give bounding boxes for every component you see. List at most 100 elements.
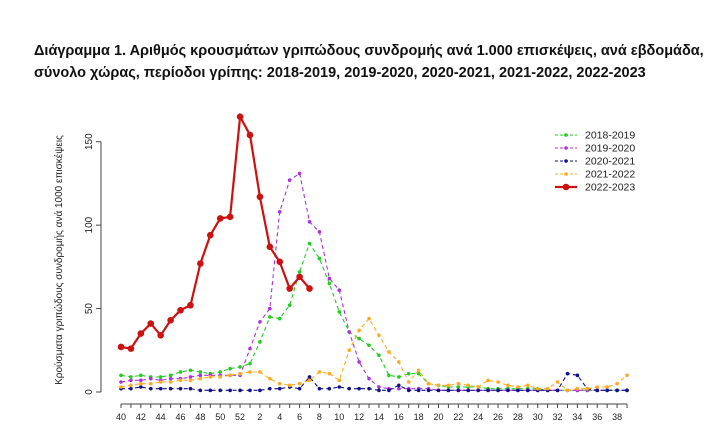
data-point	[296, 273, 303, 281]
data-point	[456, 388, 461, 393]
data-point	[615, 388, 619, 393]
x-tick-label: 46	[176, 412, 186, 422]
data-point	[506, 388, 510, 393]
data-point	[466, 388, 471, 393]
series-line	[120, 172, 627, 391]
chart-title: Διάγραμμα 1. Αριθμός κρουσμάτων γριπώδου…	[34, 43, 704, 59]
data-point	[158, 386, 163, 391]
data-point	[307, 220, 312, 224]
data-point	[406, 388, 411, 393]
data-point	[327, 276, 332, 281]
data-point	[178, 370, 183, 374]
data-point	[119, 380, 123, 384]
data-point	[337, 310, 342, 314]
data-point	[545, 386, 550, 391]
data-point	[216, 215, 224, 222]
data-point	[148, 376, 153, 381]
data-point	[139, 385, 143, 389]
x-tick-label: 2	[257, 412, 262, 422]
data-point	[236, 113, 244, 120]
data-point	[535, 386, 540, 391]
data-point	[188, 368, 193, 373]
data-point	[605, 388, 609, 393]
data-point	[117, 343, 125, 351]
series-line	[121, 372, 627, 391]
legend-item: 2019-2020	[555, 143, 635, 155]
data-point	[307, 375, 312, 379]
x-tick-label: 44	[156, 412, 166, 422]
data-point	[197, 260, 204, 267]
series-2022-2023	[117, 113, 313, 352]
data-point	[268, 306, 272, 311]
data-point	[258, 388, 262, 393]
legend-label: 2022-2023	[585, 182, 635, 194]
data-point	[277, 209, 282, 214]
data-point	[357, 328, 361, 333]
data-point	[397, 386, 401, 391]
data-point	[456, 385, 461, 389]
data-point	[297, 381, 302, 386]
data-point	[595, 385, 600, 389]
data-point	[287, 383, 292, 388]
chart-title-block: Διάγραμμα 1. Αριθμός κρουσμάτων γριπώδου…	[34, 40, 704, 84]
data-point	[228, 388, 232, 393]
chart-series-lines	[117, 113, 629, 393]
data-point	[238, 365, 242, 369]
data-point	[168, 380, 173, 384]
data-point	[516, 388, 520, 393]
data-point	[129, 386, 133, 391]
data-point	[119, 373, 123, 378]
data-point	[188, 378, 193, 383]
legend-item: 2018-2019	[555, 130, 635, 142]
x-tick-label: 16	[394, 412, 404, 422]
data-point	[129, 378, 133, 383]
data-point	[238, 371, 242, 376]
data-point	[367, 376, 371, 381]
series-line	[120, 113, 311, 350]
x-tick-label: 26	[493, 412, 503, 422]
data-point	[446, 388, 451, 393]
legend-swatch-marker	[564, 146, 568, 150]
y-tick-label: 50	[84, 303, 95, 315]
data-point	[206, 231, 214, 239]
x-tick-label: 8	[317, 412, 322, 422]
data-point	[198, 376, 203, 381]
data-point	[347, 348, 351, 353]
data-point	[416, 371, 421, 376]
data-point	[258, 320, 262, 324]
data-point	[119, 385, 123, 389]
data-point	[168, 386, 173, 391]
data-point	[625, 388, 629, 393]
data-point	[228, 366, 232, 371]
x-tick-label: 28	[513, 412, 523, 422]
x-tick-label: 12	[354, 412, 364, 422]
data-point	[178, 386, 183, 391]
data-point	[246, 131, 254, 139]
data-point	[167, 316, 174, 324]
legend-swatch-marker	[564, 172, 568, 176]
data-point	[158, 375, 163, 379]
data-point	[595, 388, 600, 393]
data-point	[268, 315, 272, 319]
data-point	[525, 388, 530, 393]
data-point	[555, 388, 560, 393]
data-point	[456, 381, 461, 386]
data-point	[426, 388, 431, 393]
data-point	[565, 371, 570, 376]
legend-swatch-marker	[564, 133, 568, 137]
x-tick-label: 34	[572, 412, 582, 422]
data-point	[147, 320, 155, 327]
data-point	[367, 343, 371, 348]
data-point	[357, 336, 361, 341]
data-point	[496, 388, 500, 393]
data-point	[406, 371, 411, 376]
data-point	[277, 381, 282, 386]
data-point	[218, 370, 223, 374]
x-tick-label: 6	[297, 412, 302, 422]
data-point	[198, 388, 203, 393]
series-line	[120, 317, 628, 391]
data-point	[337, 378, 342, 383]
data-point	[317, 370, 322, 374]
data-point	[228, 373, 232, 378]
data-point	[168, 373, 173, 378]
